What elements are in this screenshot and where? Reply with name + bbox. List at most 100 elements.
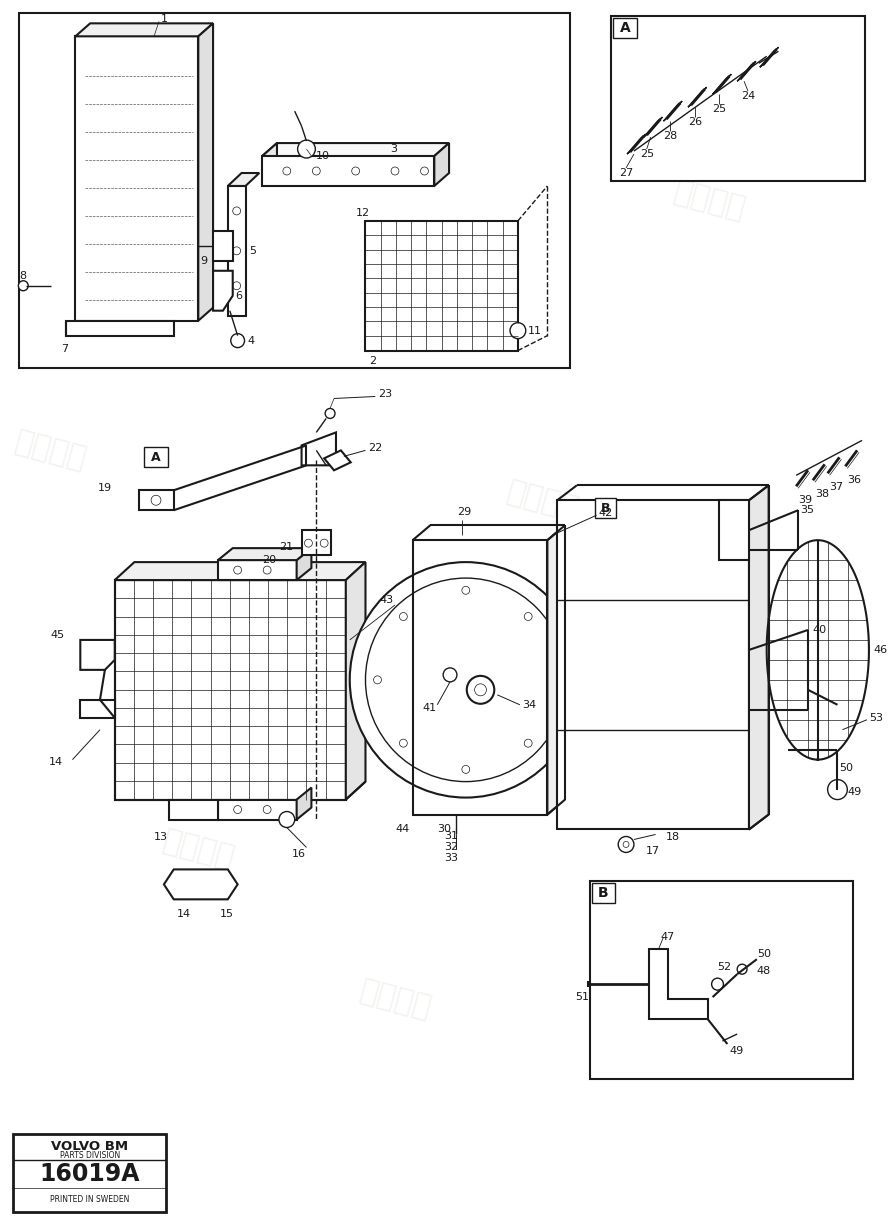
Text: 48: 48 xyxy=(756,966,771,976)
Circle shape xyxy=(550,676,558,684)
Text: 35: 35 xyxy=(800,505,814,515)
Text: 29: 29 xyxy=(457,508,471,517)
Text: 46: 46 xyxy=(874,645,888,655)
Polygon shape xyxy=(547,525,565,815)
Polygon shape xyxy=(169,799,218,820)
Circle shape xyxy=(466,676,494,704)
Circle shape xyxy=(283,167,291,174)
Circle shape xyxy=(462,765,470,773)
Text: 43: 43 xyxy=(379,595,393,605)
Bar xyxy=(144,448,168,467)
Text: B: B xyxy=(601,501,611,515)
Text: 2: 2 xyxy=(369,355,376,366)
Text: A: A xyxy=(619,21,630,35)
Bar xyxy=(13,1133,166,1211)
Polygon shape xyxy=(115,580,346,799)
Text: 37: 37 xyxy=(829,482,844,493)
Text: 柴发动力: 柴发动力 xyxy=(671,177,748,224)
Text: 50: 50 xyxy=(839,762,854,772)
Circle shape xyxy=(391,167,399,174)
Circle shape xyxy=(366,578,566,782)
Text: 34: 34 xyxy=(522,700,536,710)
Polygon shape xyxy=(198,23,213,321)
Circle shape xyxy=(443,667,457,682)
Polygon shape xyxy=(557,500,749,830)
Text: 6: 6 xyxy=(236,290,243,300)
Circle shape xyxy=(828,780,847,799)
Bar xyxy=(20,13,570,367)
Text: 47: 47 xyxy=(660,932,675,942)
Text: PRINTED IN SWEDEN: PRINTED IN SWEDEN xyxy=(50,1196,129,1204)
Circle shape xyxy=(232,282,240,289)
Text: Diesel-Engines: Diesel-Engines xyxy=(363,88,506,155)
Circle shape xyxy=(320,539,328,547)
Circle shape xyxy=(524,612,532,621)
Text: 20: 20 xyxy=(263,555,277,565)
Text: 3: 3 xyxy=(390,144,397,154)
Text: 柴发动力: 柴发动力 xyxy=(504,477,581,523)
Circle shape xyxy=(421,167,428,174)
Polygon shape xyxy=(140,490,174,510)
Text: 柴发动力: 柴发动力 xyxy=(12,427,90,473)
Polygon shape xyxy=(643,117,662,137)
Text: 41: 41 xyxy=(423,703,437,712)
Text: 柴发动力: 柴发动力 xyxy=(81,98,158,144)
Circle shape xyxy=(304,539,312,547)
Circle shape xyxy=(231,333,245,348)
Text: Diesel-Engines: Diesel-Engines xyxy=(570,716,712,783)
Polygon shape xyxy=(663,101,682,121)
Text: 51: 51 xyxy=(575,992,589,1002)
Text: 38: 38 xyxy=(815,489,829,499)
Text: 13: 13 xyxy=(154,832,168,843)
Polygon shape xyxy=(115,562,366,580)
Text: 33: 33 xyxy=(444,854,458,864)
Text: 1: 1 xyxy=(161,15,168,24)
Text: Diesel-Engines: Diesel-Engines xyxy=(187,566,328,633)
Circle shape xyxy=(234,805,241,814)
Circle shape xyxy=(737,964,747,974)
Polygon shape xyxy=(749,486,769,830)
Circle shape xyxy=(312,167,320,174)
Circle shape xyxy=(623,842,629,848)
Text: 19: 19 xyxy=(98,483,112,493)
Text: 柴发动力: 柴发动力 xyxy=(671,577,748,623)
Text: 52: 52 xyxy=(717,963,732,972)
Text: 21: 21 xyxy=(279,542,293,553)
Polygon shape xyxy=(218,560,296,580)
Bar xyxy=(590,881,854,1078)
Polygon shape xyxy=(766,540,869,760)
Polygon shape xyxy=(213,271,232,311)
Circle shape xyxy=(263,566,271,575)
Text: A: A xyxy=(151,451,161,464)
Text: 12: 12 xyxy=(356,207,369,218)
Circle shape xyxy=(297,140,315,159)
Polygon shape xyxy=(346,562,366,799)
Polygon shape xyxy=(302,531,331,555)
Text: 25: 25 xyxy=(712,104,726,115)
Polygon shape xyxy=(688,87,707,107)
Circle shape xyxy=(374,676,382,684)
Text: 16019A: 16019A xyxy=(39,1161,140,1186)
Polygon shape xyxy=(263,156,434,185)
Circle shape xyxy=(279,811,295,827)
Circle shape xyxy=(263,805,271,814)
Circle shape xyxy=(524,739,532,747)
Text: 柴发动力: 柴发动力 xyxy=(356,976,434,1022)
Polygon shape xyxy=(213,231,232,261)
Circle shape xyxy=(474,684,487,695)
Polygon shape xyxy=(80,700,115,717)
Circle shape xyxy=(510,322,526,339)
Circle shape xyxy=(400,612,408,621)
Polygon shape xyxy=(760,48,779,67)
Text: 18: 18 xyxy=(666,832,680,843)
Circle shape xyxy=(151,495,161,505)
Text: 31: 31 xyxy=(444,832,458,842)
Text: PARTS DIVISION: PARTS DIVISION xyxy=(60,1152,120,1160)
Text: 17: 17 xyxy=(646,847,659,856)
Polygon shape xyxy=(649,949,708,1019)
Polygon shape xyxy=(324,450,351,471)
Circle shape xyxy=(350,562,582,798)
Polygon shape xyxy=(80,640,115,670)
Text: 25: 25 xyxy=(640,149,654,159)
Circle shape xyxy=(232,207,240,215)
